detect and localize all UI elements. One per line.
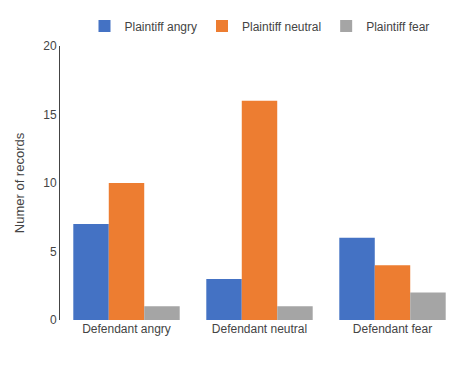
- svg-text:Plaintiff neutral: Plaintiff neutral: [242, 20, 321, 34]
- svg-text:10: 10: [43, 176, 57, 190]
- svg-text:Plaintiff fear: Plaintiff fear: [366, 20, 429, 34]
- svg-text:15: 15: [43, 108, 57, 122]
- svg-text:Defendant angry: Defendant angry: [82, 322, 171, 336]
- svg-text:0: 0: [50, 313, 57, 327]
- svg-text:Defendant fear: Defendant fear: [353, 322, 432, 336]
- svg-text:Defendant neutral: Defendant neutral: [212, 322, 307, 336]
- svg-text:Numer of records: Numer of records: [12, 132, 27, 233]
- svg-text:20: 20: [43, 39, 57, 53]
- svg-text:Plaintiff angry: Plaintiff angry: [125, 20, 198, 34]
- svg-text:5: 5: [50, 245, 57, 259]
